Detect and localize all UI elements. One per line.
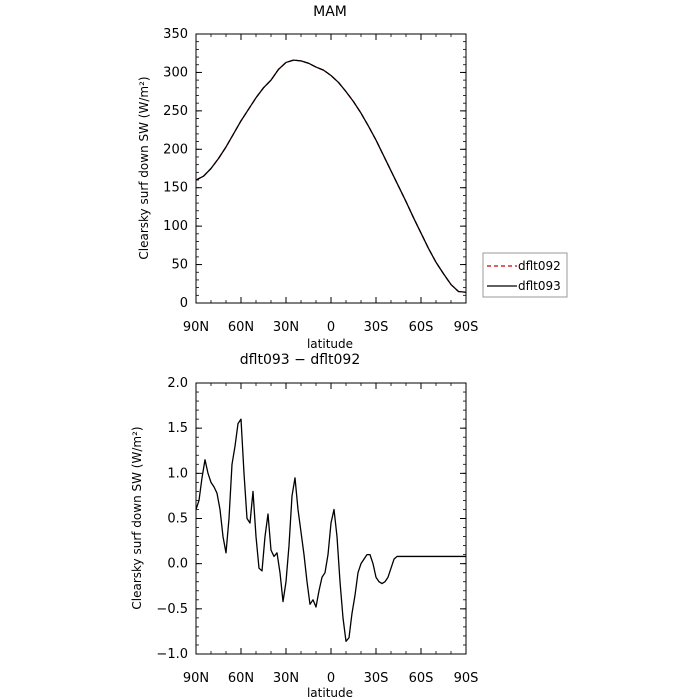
bottom-y-tick-label: −0.5 xyxy=(156,602,188,617)
top-chart-panel: MAM 0 50 100 150 200 250 300 350 90N 60N 30N 0 30S 6… xyxy=(137,4,568,351)
bottom-series-line-0 xyxy=(195,418,466,642)
bottom-y-axis: −1.0 −0.5 0.0 0.5 1.0 1.5 2.0 xyxy=(156,376,466,662)
top-x-axis: 90N 60N 30N 0 30S 60S 90S xyxy=(183,34,479,335)
top-y-tick-label: 50 xyxy=(171,258,188,273)
bottom-x-axis-label: latitude xyxy=(307,686,353,700)
bottom-y-tick-label: 0.5 xyxy=(167,512,188,527)
top-y-tick-label: 150 xyxy=(163,181,188,196)
bottom-plot-frame xyxy=(195,382,467,655)
legend-label-dflt093: dflt093 xyxy=(518,279,561,293)
top-y-tick-label: 250 xyxy=(163,104,188,119)
top-y-tick-label: 200 xyxy=(163,142,188,157)
top-x-tick-label: 30S xyxy=(364,320,389,335)
bottom-y-tick-label: 2.0 xyxy=(167,376,188,391)
top-series-line-dflt093 xyxy=(195,59,467,293)
bottom-x-tick-label: 90N xyxy=(183,671,209,686)
bottom-x-tick-label: 30N xyxy=(273,671,299,686)
bottom-x-tick-label: 90S xyxy=(454,671,479,686)
legend-frame xyxy=(482,252,568,298)
top-y-tick-label: 350 xyxy=(163,27,188,42)
bottom-x-tick-label: 60S xyxy=(409,671,434,686)
top-y-axis-label: Clearsky surf down SW (W/m²) xyxy=(137,76,151,259)
top-x-tick-label: 30N xyxy=(273,320,299,335)
top-y-axis: 0 50 100 150 200 250 300 350 xyxy=(163,27,466,311)
top-y-tick-label: 300 xyxy=(163,65,188,80)
top-series-line-dflt092 xyxy=(195,59,467,293)
bottom-chart-title: dflt093 − dflt092 xyxy=(240,352,360,368)
top-chart-title: MAM xyxy=(313,4,347,20)
bottom-chart-panel: dflt093 − dflt092 −1.0 −0.5 0.0 0.5 1.0 1.5 2.… xyxy=(130,352,478,700)
bottom-x-axis: 90N 60N 30N 0 30S 60S 90S xyxy=(183,383,479,686)
top-x-tick-label: 90N xyxy=(183,320,209,335)
bottom-y-axis-label: Clearsky surf down SW (W/m²) xyxy=(130,426,144,609)
top-plot-frame xyxy=(195,33,467,304)
legend: dflt092 dflt093 xyxy=(482,252,568,298)
top-y-tick-label: 100 xyxy=(163,219,188,234)
top-x-tick-label: 60N xyxy=(228,320,254,335)
top-x-tick-label: 60S xyxy=(409,320,434,335)
bottom-series-layer xyxy=(195,418,466,642)
top-x-tick-label: 90S xyxy=(454,320,479,335)
top-x-axis-label: latitude xyxy=(307,337,353,351)
legend-label-dflt092: dflt092 xyxy=(518,259,561,273)
bottom-x-tick-label: 30S xyxy=(364,671,389,686)
bottom-x-tick-label: 0 xyxy=(327,671,335,686)
top-series-layer xyxy=(195,59,467,293)
bottom-y-tick-label: 1.5 xyxy=(167,421,188,436)
bottom-x-tick-label: 60N xyxy=(228,671,254,686)
bottom-y-tick-label: −1.0 xyxy=(156,647,188,662)
bottom-y-tick-label: 0.0 xyxy=(167,557,188,572)
top-x-tick-label: 0 xyxy=(327,320,335,335)
bottom-y-tick-label: 1.0 xyxy=(167,466,188,481)
top-y-tick-label: 0 xyxy=(180,296,188,311)
